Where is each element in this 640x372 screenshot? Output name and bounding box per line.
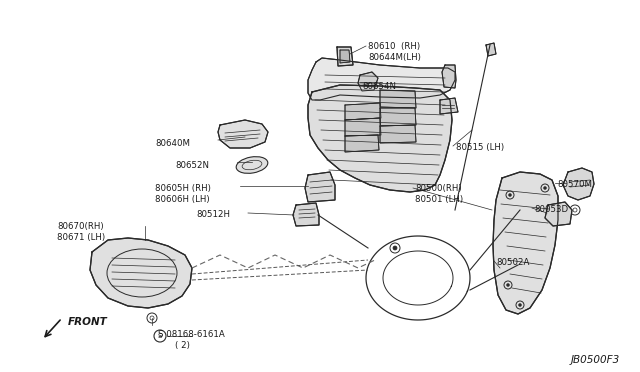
Text: 80570M: 80570M <box>557 180 592 189</box>
Polygon shape <box>345 118 381 136</box>
Text: 80605H (RH): 80605H (RH) <box>155 184 211 193</box>
Polygon shape <box>486 43 496 56</box>
Circle shape <box>518 304 522 307</box>
Text: 80644M(LH): 80644M(LH) <box>368 53 421 62</box>
Polygon shape <box>293 203 319 226</box>
Text: 80652N: 80652N <box>175 161 209 170</box>
Polygon shape <box>380 125 416 143</box>
Polygon shape <box>337 47 353 66</box>
Ellipse shape <box>236 157 268 173</box>
Polygon shape <box>308 85 452 192</box>
Circle shape <box>543 186 547 189</box>
Text: S: S <box>158 333 162 339</box>
Polygon shape <box>90 238 192 308</box>
Polygon shape <box>305 172 335 202</box>
Polygon shape <box>345 135 379 152</box>
Polygon shape <box>440 98 458 114</box>
Text: 80610  (RH): 80610 (RH) <box>368 42 420 51</box>
Circle shape <box>509 193 511 196</box>
Text: 80670(RH): 80670(RH) <box>57 222 104 231</box>
Polygon shape <box>358 72 378 91</box>
Text: 80606H (LH): 80606H (LH) <box>155 195 210 204</box>
Text: 80512H: 80512H <box>196 210 230 219</box>
Text: 80500(RH): 80500(RH) <box>415 184 461 193</box>
Text: S 08168-6161A: S 08168-6161A <box>158 330 225 339</box>
Polygon shape <box>563 168 594 200</box>
Polygon shape <box>442 65 456 88</box>
Text: 80502A: 80502A <box>496 258 529 267</box>
Text: 80501 (LH): 80501 (LH) <box>415 195 463 204</box>
Text: JB0500F3: JB0500F3 <box>571 355 620 365</box>
Circle shape <box>393 246 397 250</box>
Polygon shape <box>308 58 455 100</box>
Circle shape <box>506 283 509 286</box>
Polygon shape <box>340 50 350 63</box>
Polygon shape <box>345 103 381 120</box>
Polygon shape <box>545 202 572 226</box>
Text: FRONT: FRONT <box>68 317 108 327</box>
Polygon shape <box>380 90 416 108</box>
Text: 80515 (LH): 80515 (LH) <box>456 143 504 152</box>
Polygon shape <box>380 108 416 126</box>
Polygon shape <box>493 172 558 314</box>
Text: ( 2): ( 2) <box>175 341 190 350</box>
Text: 80053D: 80053D <box>534 205 568 214</box>
Text: 80640M: 80640M <box>155 139 190 148</box>
Text: 80671 (LH): 80671 (LH) <box>57 233 105 242</box>
Polygon shape <box>218 120 268 148</box>
Text: 80654N: 80654N <box>362 82 396 91</box>
